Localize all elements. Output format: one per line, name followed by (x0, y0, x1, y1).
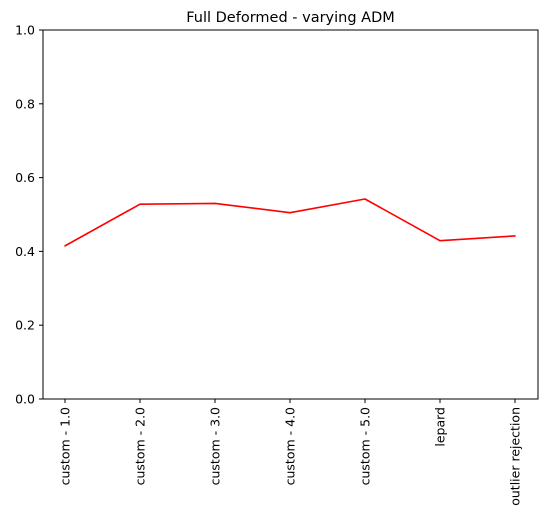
data-point (214, 202, 216, 205)
plot-area-frame (42, 29, 539, 400)
data-point (364, 198, 366, 200)
x-tick-label: custom - 1.0 (58, 407, 73, 485)
chart-title: Full Deformed - varying ADM (186, 10, 395, 26)
y-tick-label: 0.0 (15, 392, 35, 407)
y-axis: 0.0 0.2 0.4 0.6 0.8 1.0 (15, 23, 43, 407)
x-tick-label: custom - 4.0 (283, 407, 298, 485)
y-tick-label: 0.4 (15, 244, 35, 259)
x-axis: custom - 1.0 custom - 2.0 custom - 3.0 cust… (58, 399, 523, 506)
x-tick-label: outlier rejection (508, 407, 523, 506)
series-line (64, 198, 516, 247)
data-point (64, 245, 66, 247)
x-tick-label: lepard (433, 407, 448, 447)
data-point (289, 211, 291, 214)
x-tick-label: custom - 2.0 (133, 407, 148, 485)
y-tick-label: 0.6 (15, 170, 35, 185)
x-tick-label: custom - 3.0 (208, 407, 223, 485)
y-tick-label: 0.2 (15, 318, 35, 333)
y-tick-label: 0.8 (15, 96, 35, 111)
series-layer (64, 198, 516, 247)
data-point (514, 235, 516, 237)
y-tick-label: 1.0 (15, 23, 35, 38)
x-tick-label: custom - 5.0 (358, 407, 373, 485)
data-point (439, 239, 441, 242)
data-point (139, 203, 141, 205)
